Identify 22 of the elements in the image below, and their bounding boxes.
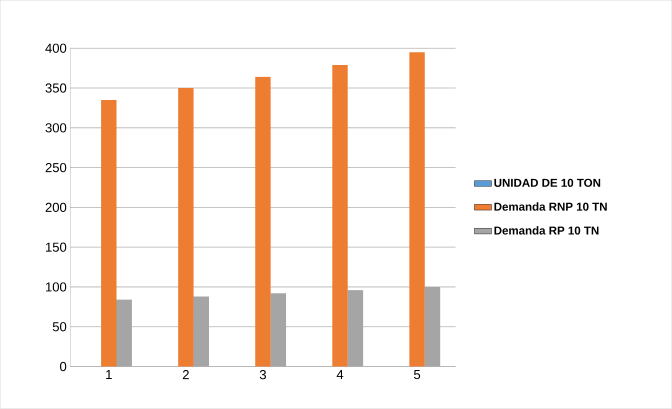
x-tick-label: 5 [414, 370, 420, 380]
y-tick-label: 250 [46, 163, 66, 172]
y-tick-label: 100 [46, 282, 66, 292]
legend-label: UNIDAD DE 10 TON [494, 178, 600, 188]
bar [101, 100, 117, 367]
bar [332, 65, 348, 367]
bar [409, 52, 425, 367]
y-tick-label: 50 [52, 322, 66, 332]
x-tick-label: 3 [260, 370, 266, 380]
y-tick-label: 200 [46, 202, 66, 212]
y-tick-label: 0 [60, 362, 66, 372]
x-tick-label: 1 [106, 370, 112, 380]
y-tick-label: 150 [46, 242, 66, 252]
legend-label: Demanda RNP 10 TN [494, 202, 607, 211]
x-tick-label: 4 [336, 370, 344, 380]
y-tick-label: 350 [46, 84, 66, 93]
y-tick-label: 300 [46, 123, 66, 133]
x-tick-label: 2 [182, 370, 189, 380]
bar [178, 88, 194, 367]
bar [255, 77, 271, 367]
legend-label: Demanda RP 10 TN [494, 226, 598, 235]
y-tick-label: 400 [45, 44, 66, 53]
